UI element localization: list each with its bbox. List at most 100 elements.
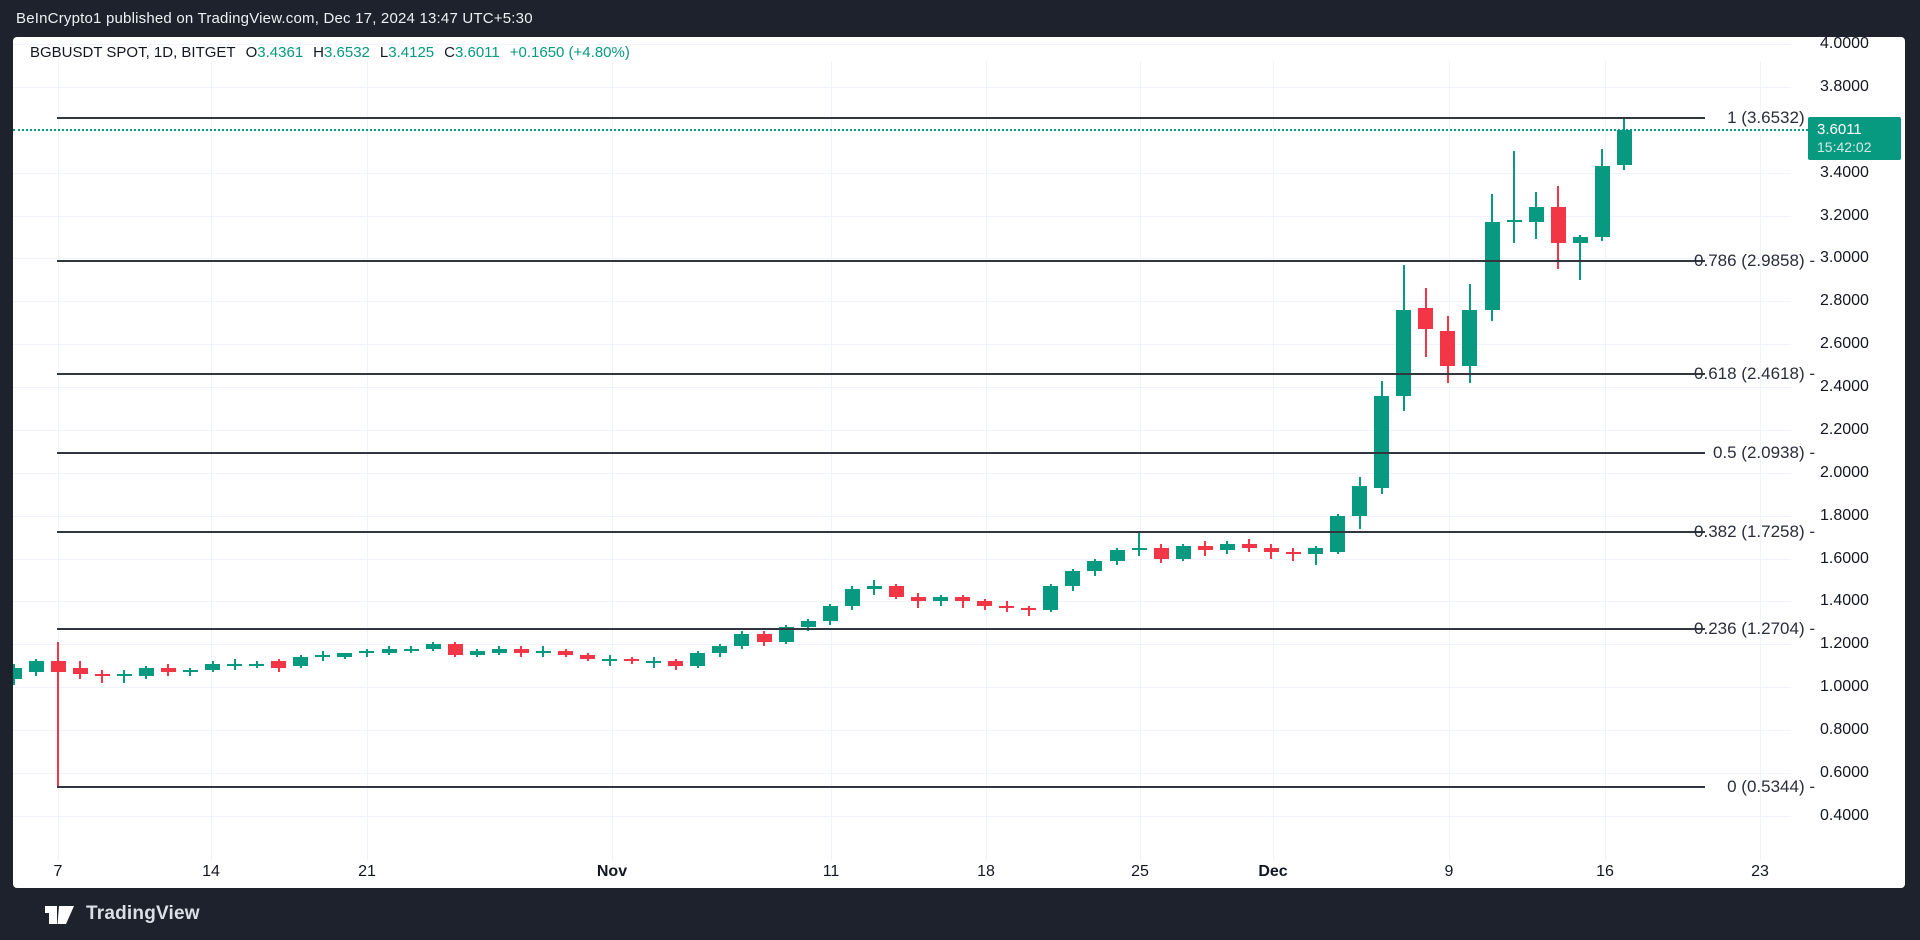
- candle[interactable]: [1506, 219, 1522, 222]
- candle[interactable]: [315, 655, 331, 658]
- candle[interactable]: [403, 648, 419, 651]
- candle[interactable]: [1043, 586, 1059, 610]
- candle[interactable]: [1462, 309, 1478, 366]
- candle[interactable]: [910, 597, 926, 602]
- candle-wick[interactable]: [1138, 532, 1141, 557]
- current-price-value: 3.6011: [1817, 121, 1862, 139]
- candle[interactable]: [778, 627, 794, 643]
- candle[interactable]: [205, 663, 221, 671]
- candle[interactable]: [1616, 129, 1632, 165]
- fib-line: [57, 117, 1705, 120]
- candle[interactable]: [1352, 485, 1368, 516]
- candle[interactable]: [1219, 543, 1235, 550]
- candle[interactable]: [1021, 607, 1037, 610]
- candle[interactable]: [1109, 549, 1125, 561]
- candle[interactable]: [337, 652, 353, 658]
- candle[interactable]: [866, 586, 882, 589]
- candle[interactable]: [513, 648, 529, 653]
- candle[interactable]: [425, 644, 441, 649]
- candle[interactable]: [955, 597, 971, 602]
- candle[interactable]: [1484, 221, 1500, 310]
- candle[interactable]: [712, 646, 728, 653]
- candle[interactable]: [1131, 547, 1147, 550]
- candle[interactable]: [227, 663, 243, 666]
- price-axis-label: 3.0000: [1820, 249, 1869, 267]
- candle[interactable]: [1572, 236, 1588, 244]
- fib-line: [57, 530, 1705, 533]
- candle[interactable]: [28, 661, 44, 673]
- candle[interactable]: [1065, 571, 1081, 587]
- candle[interactable]: [822, 605, 838, 621]
- candle[interactable]: [1308, 547, 1324, 555]
- candle[interactable]: [1175, 545, 1191, 559]
- candle[interactable]: [469, 650, 485, 656]
- candle[interactable]: [1087, 560, 1103, 572]
- candle[interactable]: [800, 620, 816, 628]
- tradingview-brand-text[interactable]: TradingView: [86, 903, 200, 924]
- candle[interactable]: [1440, 331, 1456, 366]
- candle[interactable]: [1241, 543, 1257, 548]
- candle-wick[interactable]: [1314, 545, 1317, 565]
- candle[interactable]: [734, 633, 750, 647]
- candle[interactable]: [249, 663, 265, 666]
- candle[interactable]: [491, 648, 507, 653]
- candle[interactable]: [602, 659, 618, 662]
- candle[interactable]: [1594, 166, 1610, 237]
- candle[interactable]: [116, 674, 132, 677]
- candle[interactable]: [293, 657, 309, 666]
- candle[interactable]: [182, 670, 198, 673]
- candle[interactable]: [447, 644, 463, 656]
- candle[interactable]: [94, 674, 110, 677]
- candle[interactable]: [381, 648, 397, 653]
- footer-bar: TradingView: [0, 888, 1920, 940]
- candle[interactable]: [668, 661, 684, 666]
- candle[interactable]: [138, 667, 154, 677]
- candle[interactable]: [271, 661, 287, 668]
- candle[interactable]: [50, 661, 66, 673]
- candle[interactable]: [1263, 547, 1279, 553]
- open-label: O: [245, 43, 258, 61]
- candle[interactable]: [646, 661, 662, 664]
- candle[interactable]: [1374, 395, 1390, 488]
- candle[interactable]: [13, 667, 22, 679]
- candle[interactable]: [624, 659, 640, 662]
- candle-wick[interactable]: [1579, 234, 1582, 280]
- candle-wick[interactable]: [961, 595, 964, 608]
- candle[interactable]: [888, 586, 904, 598]
- candle-wick[interactable]: [101, 670, 104, 683]
- candle[interactable]: [1153, 547, 1169, 559]
- fib-label: 0.618 (2.4618) -: [1694, 363, 1815, 383]
- candle[interactable]: [933, 597, 949, 602]
- current-price-line: [13, 128, 1808, 131]
- candle[interactable]: [160, 667, 176, 673]
- high-value: 3.6532: [324, 43, 370, 61]
- candle-wick[interactable]: [1513, 151, 1516, 244]
- candle[interactable]: [1550, 206, 1566, 244]
- candle[interactable]: [999, 605, 1015, 608]
- candle[interactable]: [580, 655, 596, 660]
- chart-plot-area[interactable]: 1 (3.6532) - 0.786 (2.9858) - 0.618 (2.461…: [13, 37, 1905, 888]
- price-axis-label: 3.2000: [1820, 206, 1869, 224]
- candle-wick[interactable]: [1027, 605, 1030, 617]
- tradingview-logo-icon[interactable]: [45, 904, 75, 925]
- h-gridline: [13, 301, 1791, 303]
- candle[interactable]: [977, 601, 993, 606]
- candle[interactable]: [558, 650, 573, 656]
- candle[interactable]: [72, 667, 88, 675]
- candle[interactable]: [1285, 552, 1301, 555]
- fib-label: 0.382 (1.7258) -: [1694, 521, 1815, 541]
- candle[interactable]: [1528, 206, 1544, 222]
- candle-wick[interactable]: [123, 670, 126, 683]
- candle[interactable]: [1330, 515, 1346, 553]
- candle[interactable]: [844, 588, 860, 606]
- time-axis-label: 21: [358, 863, 376, 880]
- candle-wick[interactable]: [57, 642, 60, 788]
- candle[interactable]: [1197, 545, 1213, 550]
- candle[interactable]: [690, 652, 706, 666]
- candle[interactable]: [1418, 307, 1434, 330]
- candle[interactable]: [535, 650, 551, 653]
- symbol-legend: BGBUSDT SPOT, 1D, BITGET O 3.4361 H 3.6532…: [30, 41, 630, 63]
- candle[interactable]: [1396, 309, 1412, 396]
- candle[interactable]: [756, 633, 772, 643]
- candle[interactable]: [359, 650, 375, 653]
